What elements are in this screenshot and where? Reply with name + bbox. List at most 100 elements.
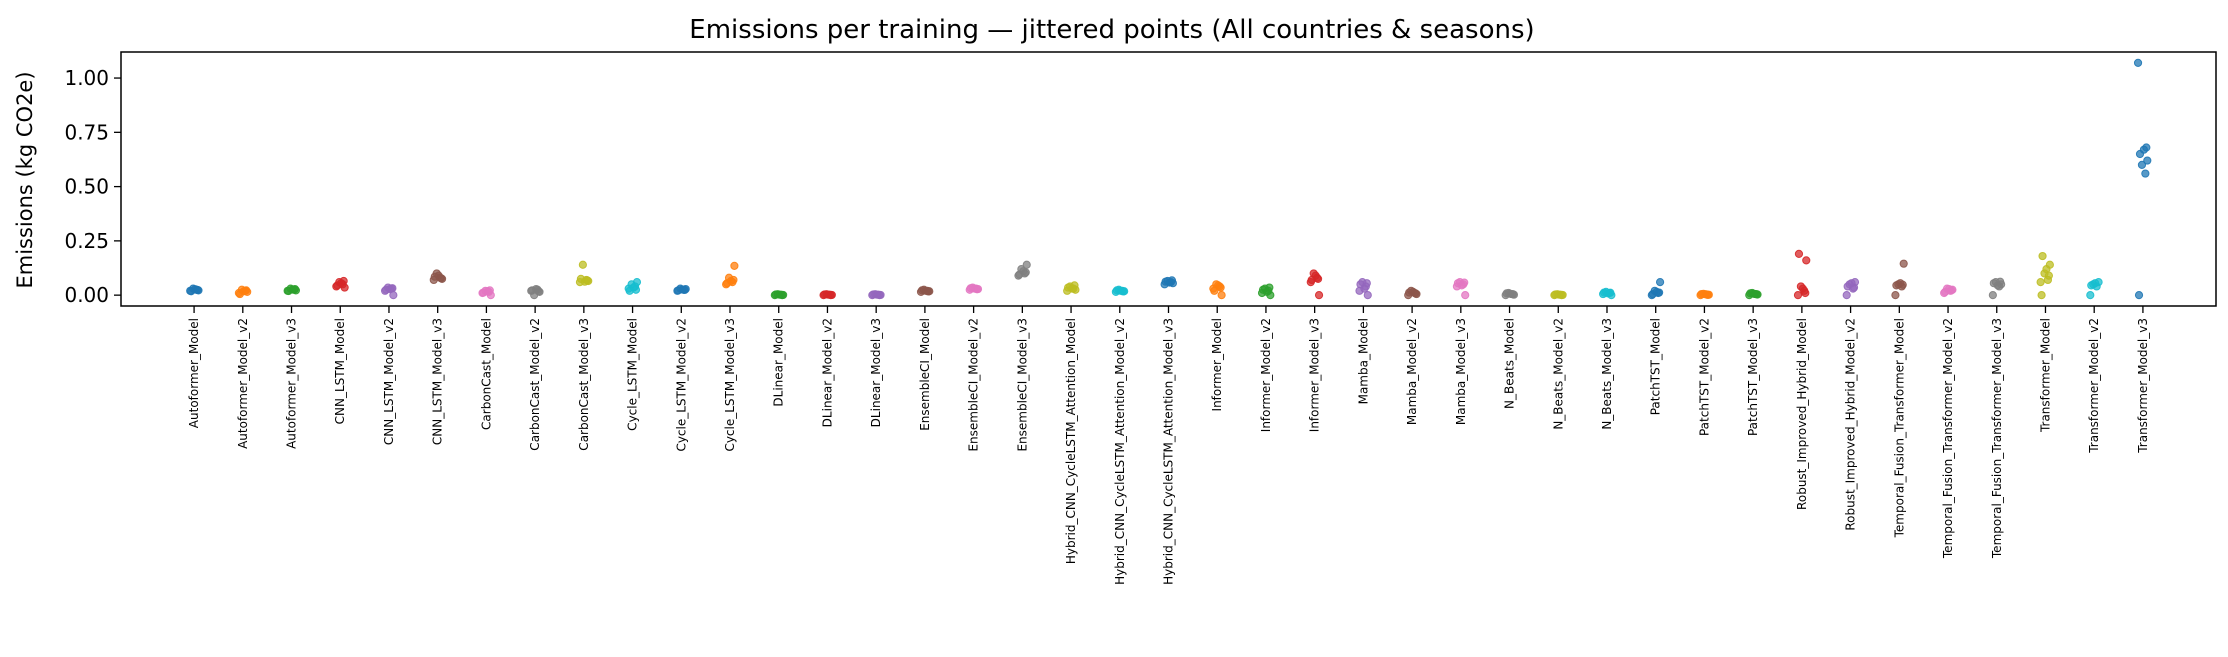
x-tick-label: Cycle_LSTM_Model_v2 (674, 318, 688, 452)
plot-area: 0.00 0.25 0.50 0.75 1.00 Autoformer_Model Auto… (64, 58, 2152, 585)
data-point (1265, 283, 1274, 292)
data-point (193, 285, 202, 295)
x-tick-label: Mamba_Model_v3 (1454, 318, 1468, 425)
y-tick-label: 0.75 (64, 120, 109, 144)
data-point (972, 285, 982, 294)
data-point (1794, 249, 1804, 258)
data-point (2142, 143, 2151, 152)
data-point (826, 291, 835, 300)
data-point (875, 291, 884, 300)
data-point (1070, 281, 1079, 290)
x-tick-label: PatchTST_Model_v3 (1746, 318, 1760, 436)
data-point (1167, 276, 1177, 285)
data-point (1899, 259, 1908, 268)
x-tick-label: DLinear_Model (772, 318, 786, 407)
data-point (1461, 291, 1470, 300)
data-point (1313, 274, 1323, 283)
data-point (2134, 291, 2144, 300)
data-point (2133, 58, 2143, 67)
x-tick-label: Informer_Model_v3 (1308, 318, 1322, 432)
data-point (1996, 277, 2005, 286)
data-point (583, 276, 592, 285)
x-tick-label: N_Beats_Model_v3 (1600, 318, 1614, 430)
data-point (1216, 283, 1225, 292)
x-tick-label: EnsembleCI_Model_v2 (967, 318, 981, 452)
data-point (778, 291, 787, 300)
data-point (1021, 268, 1030, 277)
x-tick-label: N_Beats_Model_v2 (1551, 318, 1565, 430)
data-point (1557, 291, 1566, 300)
x-tick-label: CNN_LSTM_Model (333, 318, 347, 424)
data-point (1411, 289, 1420, 298)
x-tick-label: Temporal_Fusion_Transformer_Model_v2 (1941, 318, 1955, 559)
x-tick-label: Temporal_Fusion_Transformer_Model (1892, 318, 1906, 538)
data-point (1801, 288, 1810, 298)
data-point (1802, 256, 1811, 265)
data-point (1849, 283, 1859, 292)
data-point (1703, 290, 1712, 300)
data-point (388, 284, 397, 293)
data-point (924, 287, 933, 296)
data-point (290, 284, 300, 294)
data-point (631, 285, 641, 294)
x-tick-label: Autoformer_Model_v2 (236, 318, 250, 449)
x-tick-label: Transformer_Model (2038, 318, 2052, 433)
x-tick-label: Robust_Improved_Hybrid_Model_v2 (1844, 318, 1858, 531)
data-point (1842, 291, 1851, 300)
y-axis-label: Emissions (kg CO2e) (13, 71, 37, 288)
data-point (436, 274, 446, 283)
data-point (2137, 160, 2147, 169)
data-point (1210, 286, 1219, 295)
data-point (729, 275, 738, 285)
data-point (1314, 291, 1324, 300)
data-point (2036, 278, 2045, 287)
data-point (1606, 288, 1615, 297)
x-tick-label: PatchTST_Model_v2 (1697, 318, 1711, 436)
x-tick-label: CNN_LSTM_Model_v2 (382, 318, 396, 445)
data-point (2044, 271, 2053, 280)
plot-frame (120, 51, 2217, 307)
data-point (1022, 260, 1031, 269)
x-tick-label: Informer_Model_v2 (1259, 318, 1273, 432)
y-tick-label: 0.00 (64, 283, 109, 307)
data-point (1655, 288, 1664, 297)
chart-title: Emissions per training — jittered points… (689, 15, 1534, 45)
x-tick-label: EnsembleCI_Model (918, 318, 932, 431)
x-tick-label: EnsembleCI_Model_v3 (1015, 318, 1029, 452)
x-tick-label: Informer_Model (1210, 318, 1224, 411)
x-tick-label: Transformer_Model_v3 (2136, 318, 2150, 454)
data-point (2037, 291, 2046, 300)
data-point (2141, 169, 2150, 178)
x-tick-label: Temporal_Fusion_Transformer_Model_v3 (1990, 318, 2004, 559)
data-point (485, 286, 494, 295)
data-point (2143, 156, 2152, 165)
data-point (730, 261, 739, 270)
data-point (242, 286, 251, 295)
x-tick-label: Robust_Improved_Hybrid_Model (1795, 318, 1809, 510)
data-point (339, 276, 348, 286)
data-point (1655, 278, 1665, 287)
data-point (1898, 280, 1907, 289)
x-tick-label: N_Beats_Model (1503, 318, 1517, 409)
data-point (680, 285, 689, 295)
y-tick-label: 1.00 (64, 66, 109, 90)
data-point (1508, 290, 1518, 299)
x-tick-label: Autoformer_Model_v3 (285, 318, 299, 449)
y-tick-label: 0.25 (64, 229, 109, 253)
data-point (1362, 279, 1371, 288)
x-tick-label: Transformer_Model_v2 (2087, 318, 2101, 454)
data-point (1752, 290, 1761, 299)
x-tick-label: Cycle_LSTM_Model (626, 318, 640, 431)
x-tick-label: CNN_LSTM_Model_v3 (431, 318, 445, 445)
data-point (2086, 291, 2095, 300)
x-tick-label: Autoformer_Model (187, 318, 201, 428)
x-tick-label: Mamba_Model (1356, 318, 1370, 404)
data-point (1460, 278, 1469, 287)
data-point (1891, 291, 1900, 300)
data-point (1363, 291, 1372, 300)
data-point (1988, 291, 1997, 300)
x-tick-label: Hybrid_CNN_CycleLSTM_Attention_Model_v2 (1113, 318, 1127, 585)
y-tick-label: 0.50 (64, 175, 109, 199)
x-tick-label: PatchTST_Model (1649, 318, 1663, 415)
